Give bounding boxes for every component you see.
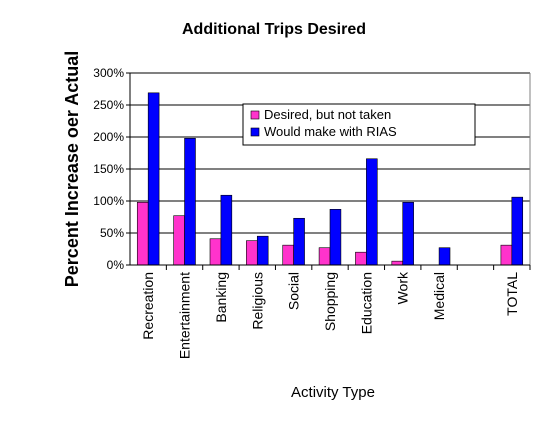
x-tick-label: Religious: [249, 272, 265, 330]
y-tick-label: 300%: [93, 66, 124, 80]
y-tick-label: 200%: [93, 130, 124, 144]
bar: [220, 194, 233, 266]
bar: [438, 247, 451, 266]
bar: [147, 92, 160, 266]
x-tick-label: Education: [358, 272, 374, 334]
bar: [282, 244, 294, 266]
x-tick-label: Recreation: [140, 272, 156, 340]
x-tick-label: Social: [286, 272, 302, 310]
legend-label: Desired, but not taken: [264, 107, 391, 122]
bar: [366, 158, 378, 266]
x-tick-label: Medical: [431, 272, 447, 320]
bar: [511, 196, 524, 266]
bar: [256, 235, 269, 266]
bar: [136, 201, 149, 266]
bar: [173, 215, 185, 266]
y-tick-label: 150%: [93, 162, 124, 176]
y-axis-title: Percent Increase oer Actual: [62, 51, 82, 287]
legend-label: Would make with RIAS: [264, 124, 397, 139]
bar: [391, 260, 404, 266]
legend-swatch: [250, 127, 260, 137]
x-tick-label: TOTAL: [504, 272, 520, 316]
bar: [402, 201, 414, 266]
legend-box: [242, 103, 476, 146]
y-tick-label: 50%: [100, 226, 124, 240]
y-tick-label: 0%: [107, 258, 125, 272]
y-tick-label: 250%: [93, 98, 124, 112]
chart-title: Additional Trips Desired: [182, 21, 366, 38]
x-tick-label: Work: [395, 271, 411, 304]
legend-swatch: [250, 110, 260, 120]
y-tick-label: 100%: [93, 194, 124, 208]
bar: [246, 240, 258, 266]
bar: [318, 247, 331, 266]
bar: [500, 244, 513, 266]
bar: [355, 251, 367, 266]
bar: [293, 217, 305, 266]
bar: [209, 238, 222, 266]
bar: [329, 209, 342, 266]
x-axis-title: Activity Type: [291, 384, 375, 401]
x-tick-label: Shopping: [322, 272, 338, 331]
x-tick-label: Entertainment: [177, 272, 193, 359]
bar: [184, 137, 196, 266]
x-tick-label: Banking: [213, 272, 229, 323]
